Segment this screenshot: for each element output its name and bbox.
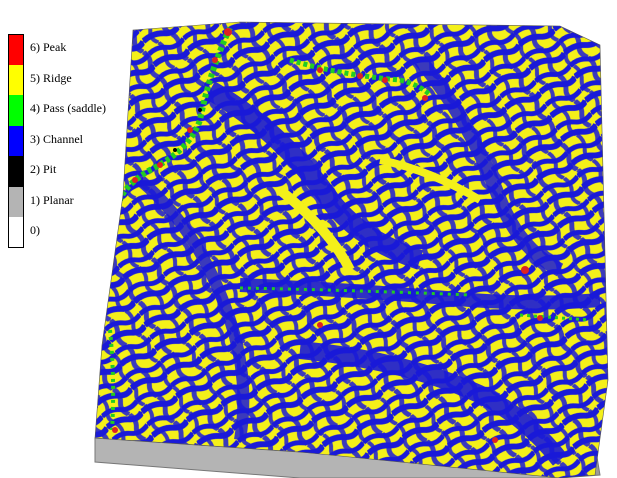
legend-swatch [8,156,24,187]
legend-swatch [8,186,24,217]
legend-item: 1) Planar [8,186,128,217]
legend-item: 5) Ridge [8,64,128,95]
channel-network-1 [205,81,424,270]
legend: 6) Peak 5) Ridge 4) Pass (saddle) 3) Channe… [8,34,128,248]
legend-label: 6) Peak [30,40,67,54]
legend-label: 4) Pass (saddle) [30,101,106,115]
legend-label: 2) Pit [30,162,57,176]
legend-item: 4) Pass (saddle) [8,95,128,126]
legend-item: 0) [8,217,128,248]
legend-swatch [8,95,24,126]
legend-item: 2) Pit [8,156,128,187]
legend-swatch [8,34,24,65]
pass-peak-markers [108,26,591,443]
legend-swatch [8,64,24,95]
legend-swatch [8,125,24,156]
ridge-highlight-2 [379,156,483,204]
channel-network-4 [136,175,250,441]
ridge-highlight-1 [276,186,355,273]
legend-label: 0) [30,223,40,237]
legend-item: 3) Channel [8,125,128,156]
legend-item: 6) Peak [8,34,128,65]
legend-swatch [8,217,24,248]
channel-network-5 [414,55,564,277]
legend-label: 1) Planar [30,192,74,207]
terrain-outline [94,21,609,478]
legend-label: 5) Ridge [30,70,72,85]
legend-label: 3) Channel [30,131,83,146]
channel-network-3 [299,341,568,466]
